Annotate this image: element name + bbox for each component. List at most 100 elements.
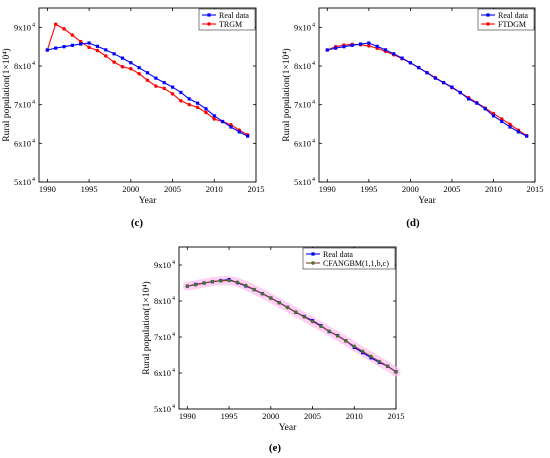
y-tick-exponent: 4 xyxy=(32,177,35,183)
y-tick-label: 5x10 xyxy=(14,177,31,187)
x-tick-label: 1995 xyxy=(221,411,238,421)
x-tick-label: 2015 xyxy=(248,184,265,194)
series-real-data-point xyxy=(79,42,83,46)
x-tick-label: 2010 xyxy=(485,184,502,194)
y-axis-title: Rural population(1×10⁴) xyxy=(1,48,12,141)
series-real-data-point xyxy=(212,114,216,118)
y-tick-exponent: 4 xyxy=(172,404,175,410)
series-real-data-point xyxy=(342,45,346,49)
series-real-data-point xyxy=(204,107,208,111)
panel-label: (d) xyxy=(406,217,420,229)
legend-swatch-marker xyxy=(486,13,490,17)
y-tick-exponent: 4 xyxy=(312,138,315,144)
series-model-point xyxy=(129,66,133,71)
series-real-data-point xyxy=(483,107,487,111)
series-real-data-point xyxy=(516,130,520,134)
x-axis-title: Year xyxy=(139,196,157,206)
series-model-point xyxy=(120,64,125,69)
y-tick-label: 9x10 xyxy=(14,22,31,32)
y-tick-exponent: 4 xyxy=(32,22,35,28)
series-model-point xyxy=(62,27,66,31)
y-tick-exponent: 4 xyxy=(172,296,175,302)
series-model-point xyxy=(294,310,298,314)
legend-label: Real data xyxy=(498,11,528,20)
series-real-data-point xyxy=(187,97,191,101)
series-model-point xyxy=(243,283,248,288)
x-tick-label: 2005 xyxy=(304,411,321,421)
x-tick-label: 2000 xyxy=(402,184,419,194)
legend-label: TRGM xyxy=(219,20,242,29)
series-real-data-point xyxy=(525,134,529,138)
series-real-data-point xyxy=(334,46,338,50)
series-real-data-point xyxy=(112,52,116,56)
x-axis-title: Year xyxy=(279,423,297,433)
y-tick-exponent: 4 xyxy=(312,61,315,67)
y-tick-exponent: 4 xyxy=(312,22,315,28)
series-real-data-point xyxy=(367,41,371,45)
y-tick-label: 6x10 xyxy=(154,368,171,378)
plot-frame xyxy=(38,7,257,183)
y-tick-exponent: 4 xyxy=(32,100,35,106)
panel-label: (e) xyxy=(269,442,282,454)
series-model-point xyxy=(137,71,141,76)
series-real-data-point xyxy=(508,125,512,129)
series-model-point xyxy=(369,354,373,359)
series-model-point xyxy=(385,364,390,368)
y-tick-label: 8x10 xyxy=(154,296,171,306)
series-model-point xyxy=(218,279,223,283)
series-real-data-point xyxy=(120,56,125,60)
y-tick-label: 6x10 xyxy=(14,138,31,148)
series-real-data-point xyxy=(104,48,108,52)
series-real-data-point xyxy=(400,56,404,60)
series-model-point xyxy=(70,33,75,37)
series-model-line xyxy=(327,43,527,137)
series-model-point xyxy=(360,349,365,354)
series-real-data-point xyxy=(145,71,150,75)
y-tick-exponent: 4 xyxy=(312,100,315,106)
series-model-point xyxy=(285,305,290,310)
y-tick-label: 6x10 xyxy=(294,138,311,148)
x-tick-label: 1990 xyxy=(319,184,336,194)
series-real-data-point xyxy=(325,48,329,52)
series-model-point xyxy=(235,280,240,285)
series-real-data-point xyxy=(500,119,504,124)
series-model-point xyxy=(269,296,273,300)
series-real-data-line xyxy=(327,42,527,137)
y-tick-label: 7x10 xyxy=(294,100,311,110)
series-real-data-point xyxy=(195,101,200,105)
legend-label: Real data xyxy=(323,250,353,259)
series-real-data-point xyxy=(450,85,454,89)
series-model-point xyxy=(367,44,371,48)
series-model-point xyxy=(187,102,192,107)
x-tick-label: 2005 xyxy=(164,184,181,194)
y-tick-label: 8x10 xyxy=(14,61,31,71)
series-real-data-point xyxy=(162,81,166,85)
series-model-point xyxy=(319,324,323,329)
series-model-point xyxy=(310,319,315,324)
y-tick-label: 5x10 xyxy=(154,404,171,414)
series-model-point xyxy=(327,329,332,334)
plot-frame xyxy=(178,246,397,410)
series-model-point xyxy=(53,22,58,27)
y-tick-label: 5x10 xyxy=(294,177,311,187)
panel-label: (c) xyxy=(131,217,144,229)
x-tick-label: 2015 xyxy=(527,184,544,194)
series-model-point xyxy=(95,48,100,53)
series-model-point xyxy=(277,300,281,305)
series-model-point xyxy=(145,78,150,83)
series-model-point xyxy=(185,284,190,288)
series-model-point xyxy=(227,278,231,283)
x-tick-label: 1990 xyxy=(39,184,56,194)
x-tick-label: 2015 xyxy=(388,411,405,421)
series-real-data-point xyxy=(229,125,233,129)
series-model-point xyxy=(154,84,158,88)
x-tick-label: 2010 xyxy=(206,184,223,194)
series-model-point xyxy=(204,110,208,115)
legend-box xyxy=(198,8,256,31)
series-model-point xyxy=(335,334,340,338)
series-model-point xyxy=(193,282,198,287)
y-tick-label: 8x10 xyxy=(294,61,311,71)
